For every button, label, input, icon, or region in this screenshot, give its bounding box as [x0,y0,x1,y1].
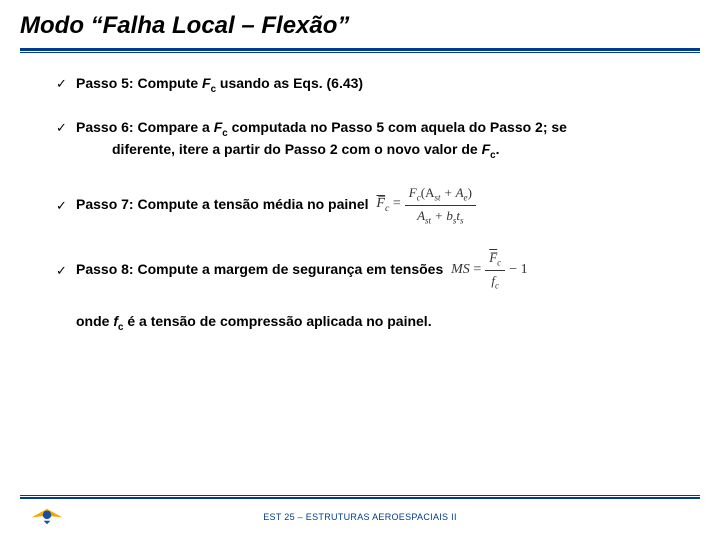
bullet-text: Passo 7: Compute a tensão média no paine… [76,184,680,227]
bullet-step-8: ✓ Passo 8: Compute a margem de segurança… [56,249,680,292]
check-icon: ✓ [56,118,76,137]
check-icon: ✓ [56,261,76,280]
note-text: onde fc é a tensão de compressão aplicad… [56,313,680,333]
bullet-step-7: ✓ Passo 7: Compute a tensão média no pai… [56,184,680,227]
bullet-text: Passo 8: Compute a margem de segurança e… [76,249,680,292]
title-rule [20,48,700,52]
footer-text: EST 25 – ESTRUTURAS AEROESPACIAIS II [0,512,720,522]
bullet-text: Passo 5: Compute Fc usando as Eqs. (6.43… [76,74,680,96]
check-icon: ✓ [56,74,76,93]
check-icon: ✓ [56,196,76,215]
formula-fc-bar: F̅c = Fc(Ast + Ae) Ast + bsts [376,184,476,227]
formula-ms: MS = F̅c fc − 1 [451,249,527,292]
bullet-step-5: ✓ Passo 5: Compute Fc usando as Eqs. (6.… [56,74,680,96]
bullet-text: Passo 6: Compare a Fc computada no Passo… [76,118,680,162]
content-area: ✓ Passo 5: Compute Fc usando as Eqs. (6.… [0,52,720,333]
footer-rule [20,495,700,498]
slide-title: Modo “Falha Local – Flexão” [0,0,720,48]
bullet-step-6: ✓ Passo 6: Compare a Fc computada no Pas… [56,118,680,162]
